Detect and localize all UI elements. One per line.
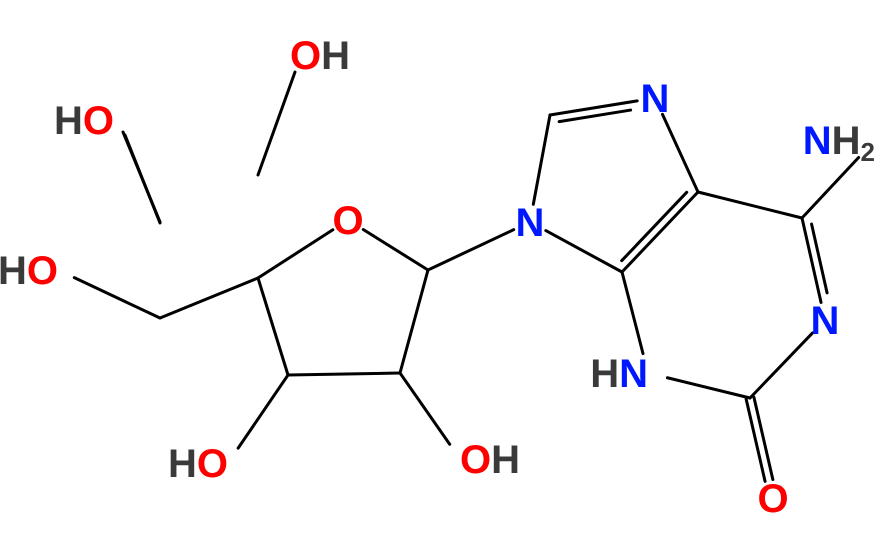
- atom-label: OH: [460, 438, 520, 482]
- atom-label-N1: N: [811, 299, 840, 343]
- atom-label: HN: [590, 352, 648, 396]
- atom-label-N9: N: [516, 201, 545, 245]
- atom-label-O_ring: O: [332, 199, 363, 243]
- atom-label: OH: [290, 34, 350, 78]
- atom-label: HO: [168, 442, 228, 486]
- atom-label-N7: N: [641, 77, 670, 121]
- bond: [288, 373, 400, 375]
- background: [0, 0, 883, 536]
- atom-label-O2: O: [757, 477, 788, 521]
- chemical-structure-svg: ONNNOHOHOOHHNNH2HOOH: [0, 0, 883, 536]
- atom-label: HO: [0, 249, 58, 293]
- atom-label: HO: [54, 99, 114, 143]
